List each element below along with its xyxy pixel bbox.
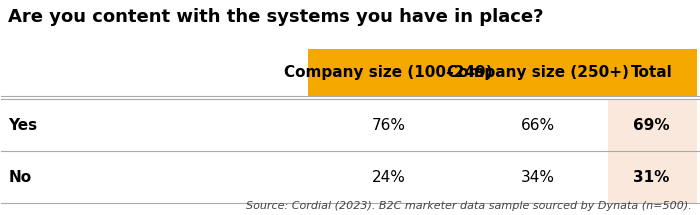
FancyBboxPatch shape	[608, 151, 697, 203]
Text: Are you content with the systems you have in place?: Are you content with the systems you hav…	[8, 8, 544, 26]
Text: Total: Total	[631, 65, 673, 80]
Text: No: No	[8, 169, 32, 184]
Text: 24%: 24%	[372, 169, 405, 184]
Text: Company size (100–249): Company size (100–249)	[284, 65, 493, 80]
Text: Company size (250+): Company size (250+)	[447, 65, 629, 80]
Text: 31%: 31%	[634, 169, 670, 184]
Text: Yes: Yes	[8, 118, 38, 132]
Text: 34%: 34%	[522, 169, 555, 184]
FancyBboxPatch shape	[608, 49, 697, 96]
FancyBboxPatch shape	[608, 99, 697, 151]
FancyBboxPatch shape	[308, 49, 468, 96]
FancyBboxPatch shape	[468, 49, 608, 96]
Text: Source: Cordial (2023). B2C marketer data sample sourced by Dynata (n=500).: Source: Cordial (2023). B2C marketer dat…	[246, 201, 692, 212]
Text: 76%: 76%	[371, 118, 405, 132]
Text: 66%: 66%	[522, 118, 555, 132]
Text: 69%: 69%	[634, 118, 670, 132]
